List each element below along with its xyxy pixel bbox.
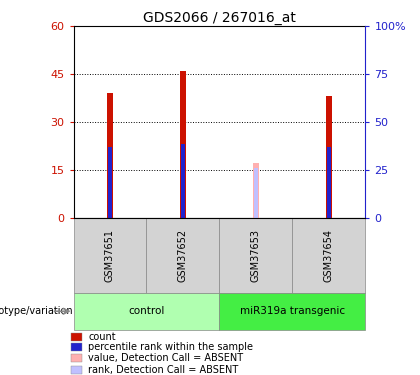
Text: genotype/variation: genotype/variation bbox=[0, 306, 74, 316]
Text: miR319a transgenic: miR319a transgenic bbox=[240, 306, 345, 316]
Bar bbox=[74, 292, 220, 330]
Text: GSM37654: GSM37654 bbox=[324, 228, 334, 282]
Bar bbox=[71, 343, 82, 351]
Bar bbox=[147, 217, 220, 292]
Bar bbox=[254, 168, 258, 217]
Text: count: count bbox=[88, 332, 116, 342]
Bar bbox=[220, 292, 365, 330]
Text: GSM37653: GSM37653 bbox=[251, 228, 261, 282]
Bar bbox=[71, 354, 82, 362]
Bar bbox=[326, 96, 332, 218]
Bar bbox=[108, 147, 112, 218]
Bar bbox=[107, 93, 113, 218]
Bar bbox=[253, 164, 259, 218]
Text: percentile rank within the sample: percentile rank within the sample bbox=[88, 342, 253, 352]
Bar bbox=[74, 217, 147, 292]
Bar bbox=[220, 217, 292, 292]
Bar bbox=[327, 147, 331, 218]
Text: rank, Detection Call = ABSENT: rank, Detection Call = ABSENT bbox=[88, 364, 239, 375]
Bar bbox=[180, 71, 186, 217]
Text: GSM37652: GSM37652 bbox=[178, 228, 188, 282]
Bar bbox=[181, 144, 185, 218]
Bar bbox=[71, 333, 82, 341]
Text: control: control bbox=[128, 306, 165, 316]
Text: GSM37651: GSM37651 bbox=[105, 228, 115, 282]
Bar bbox=[71, 366, 82, 374]
Title: GDS2066 / 267016_at: GDS2066 / 267016_at bbox=[143, 11, 296, 25]
Bar bbox=[292, 217, 365, 292]
Text: value, Detection Call = ABSENT: value, Detection Call = ABSENT bbox=[88, 353, 243, 363]
